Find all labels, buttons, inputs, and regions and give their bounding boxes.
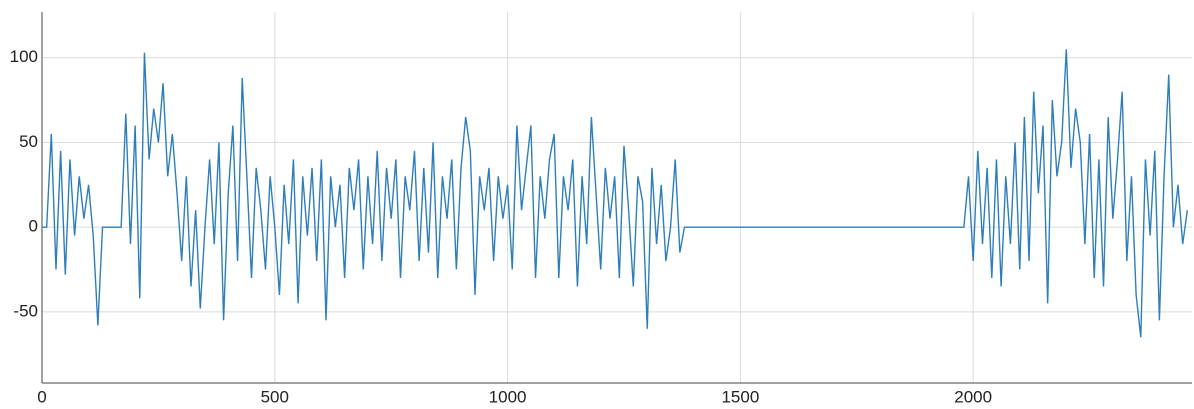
data-line — [42, 49, 1189, 338]
y-tick-label: 100 — [10, 47, 38, 66]
x-tick-label: 1500 — [721, 387, 759, 406]
x-tick-label: 1000 — [489, 387, 527, 406]
x-tick-label: 2000 — [954, 387, 992, 406]
x-tick-label: 500 — [261, 387, 289, 406]
x-tick-label: 0 — [37, 387, 46, 406]
y-tick-label: -50 — [13, 301, 38, 320]
y-tick-label: 50 — [19, 132, 38, 151]
y-tick-label: 0 — [29, 217, 38, 236]
